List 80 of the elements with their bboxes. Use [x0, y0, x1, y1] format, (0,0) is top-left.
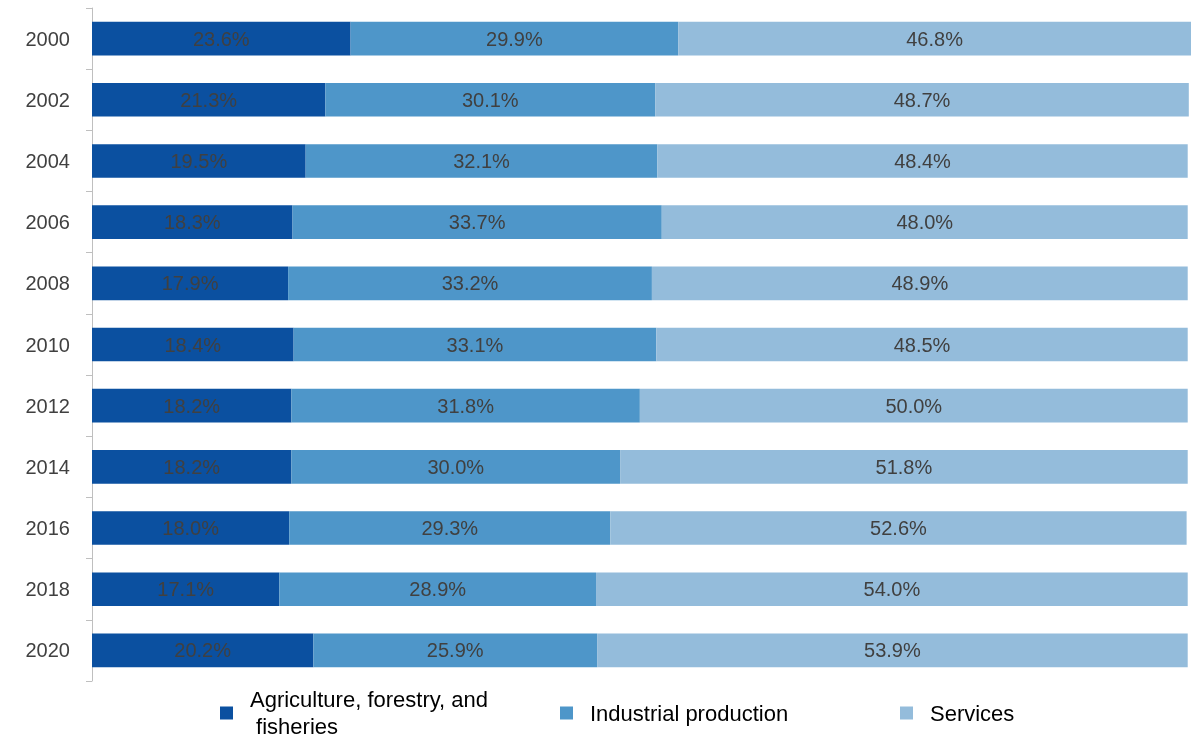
y-tick-label: 2010 — [25, 333, 70, 356]
bar — [92, 450, 292, 484]
bar — [288, 266, 652, 301]
data-label: 30.0% — [427, 455, 485, 478]
bar — [305, 144, 658, 178]
y-tick-label: 2006 — [25, 211, 70, 234]
data-label: 25.9% — [426, 639, 484, 662]
data-label: 48.5% — [893, 333, 951, 356]
bar — [291, 388, 640, 423]
bar — [92, 82, 326, 117]
data-label: 54.0% — [863, 578, 921, 601]
bar — [661, 205, 1188, 239]
y-tick-label: 2020 — [25, 639, 70, 662]
data-label: 17.1% — [157, 578, 215, 601]
bar — [325, 82, 656, 117]
data-label: 51.8% — [875, 455, 933, 478]
data-label: 28.9% — [409, 578, 467, 601]
data-label: 31.8% — [437, 394, 495, 417]
bar — [655, 82, 1189, 117]
bar — [657, 144, 1188, 178]
bar — [92, 388, 292, 423]
data-label: 50.0% — [885, 394, 943, 417]
data-label: 18.2% — [163, 394, 221, 417]
data-label: 20.2% — [174, 639, 232, 662]
data-label: 33.2% — [441, 272, 499, 295]
bar — [596, 572, 1188, 607]
y-tick-label: 2004 — [25, 149, 70, 172]
data-label: 21.3% — [180, 88, 238, 111]
bar — [597, 633, 1188, 668]
y-tick-label: 2008 — [25, 272, 70, 295]
bar — [620, 450, 1188, 484]
legend-label: Agriculture, forestry, and fisheries — [250, 687, 489, 739]
bar — [293, 327, 657, 362]
bar — [279, 572, 597, 607]
y-tick-label: 2018 — [25, 578, 70, 601]
data-label: 48.0% — [896, 211, 954, 234]
bar — [651, 266, 1188, 301]
y-tick-label: 2002 — [25, 88, 70, 111]
data-label: 53.9% — [864, 639, 921, 662]
data-label: 29.3% — [421, 517, 479, 540]
bar — [92, 511, 290, 545]
y-tick-label: 2012 — [25, 394, 70, 417]
data-label: 48.9% — [891, 272, 949, 295]
data-label: 18.4% — [164, 333, 222, 356]
data-label: 33.1% — [446, 333, 504, 356]
y-tick-label: 2014 — [25, 455, 70, 478]
bar — [92, 633, 314, 668]
data-label: 18.2% — [163, 455, 221, 478]
data-label: 52.6% — [870, 517, 928, 540]
legend-label: Services — [930, 700, 1015, 726]
data-label: 29.9% — [486, 27, 543, 50]
y-tick-label: 2016 — [25, 517, 70, 540]
bar — [313, 633, 598, 668]
data-label: 48.4% — [894, 149, 952, 172]
bar — [92, 144, 306, 178]
data-label: 30.1% — [461, 88, 519, 111]
data-label: 23.6% — [192, 27, 250, 50]
data-label: 18.3% — [163, 211, 221, 234]
y-tick-label: 2000 — [25, 27, 70, 50]
data-label: 17.9% — [161, 272, 219, 295]
legend-label: Industrial production — [590, 700, 789, 726]
bar — [292, 205, 662, 239]
bar — [291, 450, 621, 484]
data-label: 46.8% — [906, 27, 964, 50]
bar — [92, 327, 294, 362]
data-label: 32.1% — [453, 149, 511, 172]
bar — [639, 388, 1188, 423]
data-label: 33.7% — [448, 211, 506, 234]
bar — [289, 511, 611, 545]
data-label: 18.0% — [162, 517, 220, 540]
bar — [678, 21, 1191, 56]
bar — [610, 511, 1187, 545]
bar — [350, 21, 679, 56]
bar — [92, 21, 351, 56]
data-label: 48.7% — [893, 88, 951, 111]
bar — [92, 205, 293, 239]
data-label: 19.5% — [170, 149, 228, 172]
bar — [92, 572, 280, 607]
bar — [92, 266, 289, 301]
bar — [656, 327, 1188, 362]
